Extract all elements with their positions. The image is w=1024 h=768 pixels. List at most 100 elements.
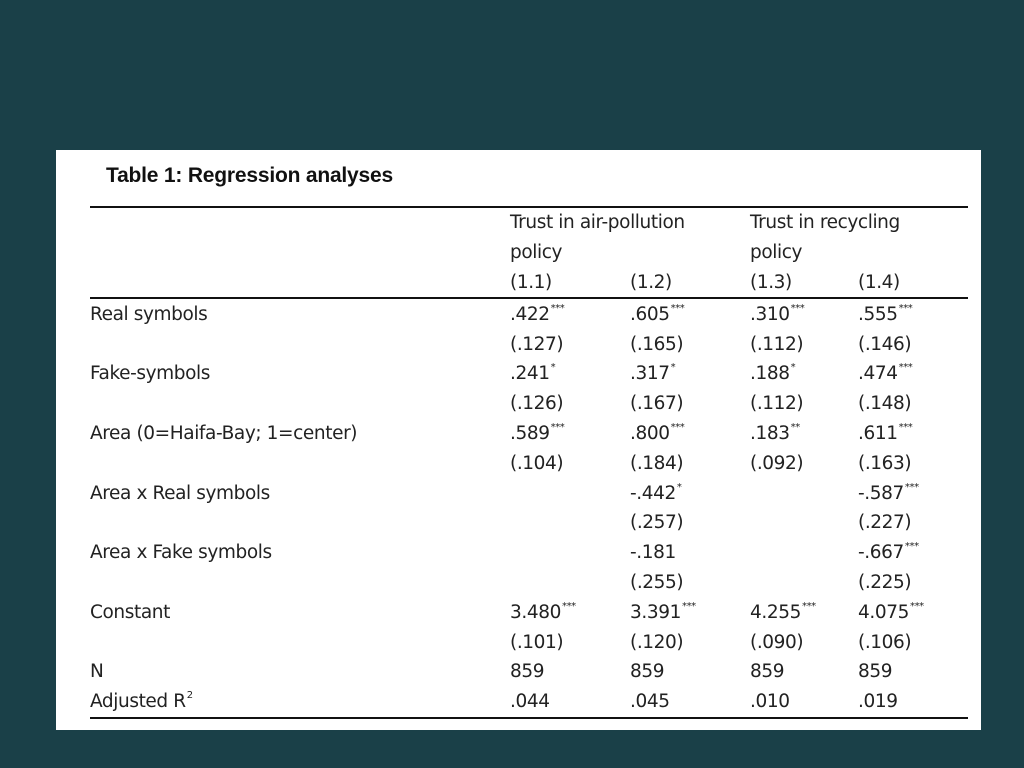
standard-error-cell: (.112) <box>750 333 804 355</box>
coefficient-cell: .474*** <box>858 359 968 389</box>
standard-error-row: (.104) (.184) (.092) (.163) <box>90 448 968 478</box>
coefficient-cell: -.181 <box>630 538 750 568</box>
row-label: N <box>90 661 104 683</box>
coefficient-value: .188 <box>750 363 790 385</box>
group-header-air-pollution: Trust in air-pollution <box>510 206 750 238</box>
coefficient-row: Area x Fake symbols -.181 -.667*** <box>90 538 968 568</box>
model-header: (1.1) <box>510 267 630 300</box>
row-label: Area x Fake symbols <box>90 542 272 564</box>
coefficient-value: .800 <box>630 422 670 444</box>
superscript-2: 2 <box>186 690 193 702</box>
r2-cell: .010 <box>750 686 858 719</box>
row-label: Constant <box>90 601 170 623</box>
coefficient-value: 4.075 <box>858 601 909 623</box>
n-row: N 859 859 859 859 <box>90 657 968 687</box>
standard-error-cell: (.112) <box>750 393 804 415</box>
significance-stars: *** <box>550 302 565 314</box>
row-label-blank <box>90 627 510 657</box>
row-label: Adjusted R2 <box>90 686 510 719</box>
coefficient-value: .555 <box>858 303 898 325</box>
coefficient-value: .241 <box>510 363 550 385</box>
coefficient-cell <box>750 538 858 568</box>
header-row-group-line1: Trust in air-pollution Trust in recycling <box>90 206 968 238</box>
row-label-blank <box>90 389 510 419</box>
coefficient-cell: .188* <box>750 359 858 389</box>
coefficient-row: Area (0=Haifa-Bay; 1=center) .589*** .800*… <box>90 419 968 449</box>
coefficient-value: .474 <box>858 363 898 385</box>
significance-stars: *** <box>550 421 565 433</box>
standard-error-cell: (.106) <box>858 631 912 653</box>
standard-error-cell: (.104) <box>510 452 564 474</box>
row-label-blank <box>90 329 510 359</box>
significance-stars: * <box>676 481 682 493</box>
row-label: Area x Real symbols <box>90 482 270 504</box>
group-header-recycling: Trust in recycling <box>750 206 968 238</box>
significance-stars: *** <box>670 421 685 433</box>
table-panel: Table 1: Regression analyses Trust in ai… <box>56 150 981 730</box>
coefficient-cell: .183** <box>750 419 858 449</box>
row-label: Real symbols <box>90 303 208 325</box>
coefficient-value: .317 <box>630 363 670 385</box>
coefficient-value: 3.480 <box>510 601 561 623</box>
coefficient-cell: 3.480*** <box>510 597 630 627</box>
header-blank <box>90 267 510 300</box>
model-header: (1.4) <box>858 267 968 300</box>
significance-stars: *** <box>898 421 913 433</box>
standard-error-cell <box>510 568 630 598</box>
coefficient-value: 3.391 <box>630 601 681 623</box>
standard-error-cell <box>750 568 858 598</box>
coefficient-value: -.587 <box>858 482 904 504</box>
standard-error-cell: (.126) <box>510 393 564 415</box>
coefficient-cell: .605*** <box>630 298 750 329</box>
coefficient-cell: -.442* <box>630 478 750 508</box>
significance-stars: *** <box>801 600 816 612</box>
significance-stars: *** <box>898 362 913 374</box>
standard-error-cell: (.255) <box>630 571 684 593</box>
model-header: (1.3) <box>750 267 858 300</box>
coefficient-row: Constant 3.480*** 3.391*** 4.255*** 4.075*** <box>90 597 968 627</box>
n-cell: 859 <box>858 661 893 683</box>
row-label-blank <box>90 448 510 478</box>
significance-stars: *** <box>561 600 576 612</box>
coefficient-cell: .589*** <box>510 419 630 449</box>
n-cell: 859 <box>750 661 785 683</box>
coefficient-value: .183 <box>750 422 790 444</box>
standard-error-cell: (.146) <box>858 333 912 355</box>
coefficient-value: -.442 <box>630 482 676 504</box>
significance-stars: *** <box>681 600 696 612</box>
r2-cell: .044 <box>510 686 630 719</box>
coefficient-cell: .611*** <box>858 419 968 449</box>
standard-error-cell: (.092) <box>750 452 804 474</box>
coefficient-row: Area x Real symbols -.442* -.587*** <box>90 478 968 508</box>
standard-error-cell: (.148) <box>858 393 912 415</box>
r2-cell: .019 <box>858 686 968 719</box>
row-label-blank <box>90 508 510 538</box>
standard-error-cell: (.127) <box>510 333 564 355</box>
significance-stars: *** <box>909 600 924 612</box>
header-row-models: (1.1) (1.2) (1.3) (1.4) <box>90 267 968 300</box>
significance-stars: *** <box>790 302 805 314</box>
standard-error-cell: (.120) <box>630 631 684 653</box>
standard-error-cell: (.184) <box>630 452 684 474</box>
row-label-text: Adjusted R <box>90 691 186 713</box>
standard-error-cell <box>750 508 858 538</box>
coefficient-cell: -.587*** <box>858 478 968 508</box>
coefficient-value: -.667 <box>858 542 904 564</box>
significance-stars: * <box>550 362 556 374</box>
n-cell: 859 <box>630 661 665 683</box>
standard-error-row: (.255) (.225) <box>90 568 968 598</box>
standard-error-row: (.101) (.120) (.090) (.106) <box>90 627 968 657</box>
row-label: Area (0=Haifa-Bay; 1=center) <box>90 422 358 444</box>
standard-error-cell: (.167) <box>630 393 684 415</box>
significance-stars: ** <box>790 421 801 433</box>
n-cell: 859 <box>510 661 545 683</box>
coefficient-value: -.181 <box>630 542 676 564</box>
coefficient-cell: .555*** <box>858 298 968 329</box>
standard-error-cell: (.101) <box>510 631 564 653</box>
coefficient-cell <box>510 538 630 568</box>
coefficient-cell: 4.075*** <box>858 597 968 627</box>
header-blank <box>90 238 510 268</box>
coefficient-row: Real symbols .422*** .605*** .310*** .555*** <box>90 298 968 329</box>
standard-error-cell <box>510 508 630 538</box>
coefficient-cell: 4.255*** <box>750 597 858 627</box>
